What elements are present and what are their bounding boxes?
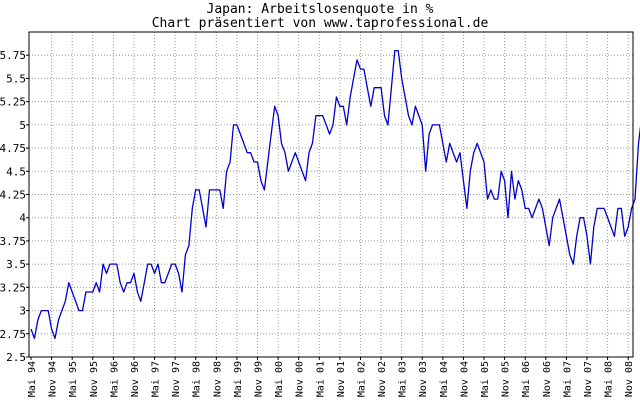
x-tick-label: Nov 08 [624, 361, 635, 397]
y-tick-label: 3.75 [0, 235, 26, 248]
x-tick-label: Mai 08 [604, 361, 615, 397]
x-tick-label: Mai 94 [27, 361, 38, 397]
chart-subtitle: Chart präsentiert von www.taprofessional… [152, 16, 489, 31]
x-tick-label: Nov 03 [418, 361, 429, 397]
x-tick-label: Nov 07 [583, 361, 594, 397]
x-tick-label: Nov 06 [542, 361, 553, 397]
x-tick-label: Nov 04 [459, 361, 470, 397]
x-tick-label: Nov 99 [254, 361, 265, 397]
y-tick-label: 4.75 [0, 142, 26, 155]
x-tick-label: Nov 97 [171, 361, 182, 397]
y-tick-label: 3.25 [0, 281, 26, 294]
y-tick-label: 4.25 [0, 189, 26, 202]
x-tick-label: Mai 99 [233, 361, 244, 397]
x-tick-label: Mai 96 [109, 361, 120, 397]
x-tick-label: Nov 00 [295, 361, 306, 397]
x-tick-label: Mai 95 [68, 361, 79, 397]
x-tick-label: Nov 05 [501, 361, 512, 397]
y-tick-label: 2.5 [6, 351, 26, 364]
grid-lines [29, 32, 633, 357]
y-tick-label: 5 [19, 119, 26, 132]
x-tick-label: Mai 97 [151, 361, 162, 397]
x-tick-label: Mai 98 [192, 361, 203, 397]
y-tick-label: 3 [19, 305, 26, 318]
x-axis: Mai 94 Nov 94 Mai 95 Nov 95 Mai 96 Nov 96 Mai … [27, 357, 635, 397]
y-tick-label: 5.25 [0, 96, 26, 109]
y-tick-label: 5.75 [0, 49, 26, 62]
x-tick-label: Nov 98 [212, 361, 223, 397]
x-tick-label: Mai 01 [315, 361, 326, 397]
x-tick-label: Nov 96 [130, 361, 141, 397]
x-tick-label: Mai 06 [521, 361, 532, 397]
y-tick-label: 4 [19, 212, 26, 225]
series-line [30, 49, 640, 340]
plot-frame [28, 31, 634, 358]
x-tick-label: Mai 05 [480, 361, 491, 397]
y-tick-label: 3.5 [6, 258, 26, 271]
x-tick-label: Mai 02 [356, 361, 367, 397]
y-tick-label: 4.5 [6, 165, 26, 178]
x-tick-label: Mai 00 [274, 361, 285, 397]
x-tick-label: Nov 02 [377, 361, 388, 397]
x-tick-label: Mai 04 [439, 361, 450, 397]
y-axis: 2.5 2.75 3 3.25 3.5 3.75 4 4.25 4.5 4.75 5 5.25 5.5 5… [0, 49, 29, 364]
x-tick-label: Nov 01 [336, 361, 347, 397]
y-tick-label: 2.75 [0, 328, 26, 341]
x-tick-label: Nov 95 [89, 361, 100, 397]
x-tick-label: Mai 07 [562, 361, 573, 397]
y-tick-label: 5.5 [6, 72, 26, 85]
chart-title: Japan: Arbeitslosenquote in % [207, 2, 434, 17]
x-tick-label: Nov 94 [48, 361, 59, 397]
x-tick-label: Mai 03 [398, 361, 409, 397]
